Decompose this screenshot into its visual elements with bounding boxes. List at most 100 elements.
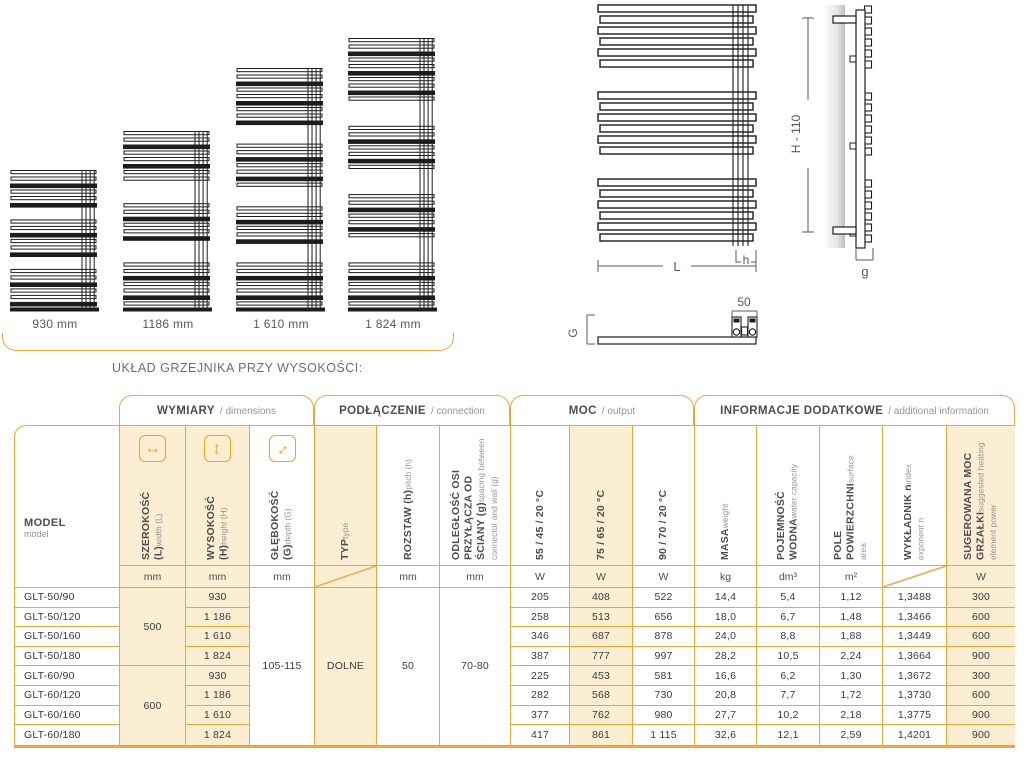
- table-cell: 900: [947, 705, 1015, 726]
- table-cell: 8,8: [757, 627, 820, 647]
- model-cell: GLT-60/120: [15, 685, 120, 706]
- column-header-output-75: 75 / 65 / 20 °C: [570, 426, 633, 566]
- table-cell: 1,12: [820, 588, 883, 608]
- table-cell: 1,3449: [883, 627, 947, 647]
- group-title: INFORMACJE DODATKOWE: [720, 405, 884, 417]
- group-subtitle: / dimensions: [219, 405, 277, 417]
- column-label: 75 / 65 / 20 °C: [594, 489, 607, 560]
- column-label: ROZSTAW (h): [401, 489, 414, 560]
- table-cell: 300: [947, 666, 1015, 686]
- table-cell: 7,7: [757, 685, 820, 706]
- table-cell: 762: [570, 705, 633, 726]
- table-cell: 16,6: [695, 666, 757, 686]
- column-header-depth: ↔ GŁĘBOKOŚĆ (G)depth (G): [250, 426, 315, 566]
- merged-width-cell: 500: [120, 588, 186, 667]
- table-cell: 1 610: [186, 627, 250, 647]
- column-header-type: TYPtype: [315, 426, 377, 566]
- column-header-mass: MASAweight: [695, 426, 757, 566]
- side-view-collector: [832, 9, 866, 249]
- table-cell: 2,59: [820, 725, 883, 745]
- table-cell: 12,1: [757, 725, 820, 745]
- width-arrow-icon: ↔: [139, 435, 166, 462]
- column-header-output-90: 90 / 70 / 20 °C: [633, 426, 695, 566]
- height-group-bracket: [2, 333, 454, 351]
- table-cell: 581: [633, 666, 695, 686]
- table-cell: 1,3664: [883, 646, 947, 667]
- model-cell: GLT-60/160: [15, 705, 120, 726]
- table-cell: 522: [633, 588, 695, 608]
- column-header-model: MODEL model: [15, 426, 120, 588]
- column-sublabel: weight: [720, 503, 731, 529]
- unit-cell: W: [511, 566, 570, 588]
- table-cell: 18,0: [695, 607, 757, 628]
- table-cell: 861: [570, 725, 633, 745]
- table-cell: 1 186: [186, 685, 250, 706]
- wall: [825, 5, 845, 248]
- table-cell: 930: [186, 666, 250, 686]
- diagram-caption: UKŁAD GRZEJNIKA PRZY WYSOKOŚCI:: [112, 361, 363, 375]
- height-dimension: [802, 17, 814, 233]
- wall-distance-dimension: [855, 248, 874, 261]
- front-view: [597, 4, 757, 246]
- column-label: TYP: [339, 538, 352, 560]
- table-cell: 600: [947, 685, 1015, 706]
- spec-table: MODEL model ↔ SZEROKOŚĆ (L)width (L) ↔ W…: [14, 425, 1015, 748]
- top-view: [597, 316, 758, 345]
- depth-dimension: [586, 314, 595, 345]
- table-cell: 205: [511, 588, 570, 608]
- unit-cell: m²: [820, 566, 883, 588]
- table-cell: 1,3730: [883, 685, 947, 706]
- column-header-pitch: ROZSTAW (h)pitch (h): [377, 426, 440, 566]
- column-header-water-capacity: POJEMNOŚĆ WODNAwater capacity: [757, 426, 820, 566]
- column-header-output-55: 55 / 45 / 20 °C: [511, 426, 570, 566]
- column-label: POLE POWIERZCHNI: [832, 483, 857, 560]
- table-cell: 408: [570, 588, 633, 608]
- radiator-height-label: 930 mm: [32, 317, 78, 331]
- table-cell: 27,7: [695, 705, 757, 726]
- merged-pitch-cell: 50: [377, 588, 440, 745]
- unit-cell: W: [633, 566, 695, 588]
- table-cell: 513: [570, 607, 633, 628]
- table-cell: 930: [186, 588, 250, 608]
- table-cell: 2,18: [820, 705, 883, 726]
- depth-arrow-icon: ↔: [268, 435, 296, 462]
- radiator-height-label: 1 824 mm: [365, 317, 421, 331]
- unit-cell: W: [947, 566, 1015, 588]
- model-cell: GLT-50/120: [15, 607, 120, 628]
- column-sublabel: water capacity: [789, 463, 799, 519]
- height-arrow-icon: ↔: [204, 435, 231, 462]
- column-label: MASA: [719, 528, 732, 560]
- dim-length-label: L: [673, 259, 680, 274]
- radiator-drawing: [236, 68, 326, 312]
- unit-cell: mm: [120, 566, 186, 588]
- unit-cell: [315, 566, 377, 588]
- table-cell: 1,4201: [883, 725, 947, 745]
- table-cell: 10,5: [757, 646, 820, 667]
- dim-valve-spacing-label: 50: [737, 295, 751, 309]
- radiator-drawing: [10, 170, 100, 312]
- radiator-height-label: 1186 mm: [142, 317, 194, 331]
- table-cell: 600: [947, 607, 1015, 628]
- group-subtitle: / output: [601, 405, 636, 417]
- table-cell: 1,72: [820, 685, 883, 706]
- model-cell: GLT-50/160: [15, 627, 120, 647]
- table-cell: 1 186: [186, 607, 250, 628]
- table-cell: 730: [633, 685, 695, 706]
- unit-cell: W: [570, 566, 633, 588]
- table-cell: 997: [633, 646, 695, 667]
- dim-height-label: H - 110: [789, 114, 803, 153]
- table-cell: 300: [947, 588, 1015, 608]
- unit-cell: mm: [377, 566, 440, 588]
- technical-drawing: h L H - 110 g: [566, 4, 874, 345]
- radiator-height-label: 1 610 mm: [253, 317, 309, 331]
- group-title: WYMIARY: [156, 405, 215, 417]
- table-cell: 900: [947, 725, 1015, 745]
- dim-pitch-label: h: [743, 253, 750, 267]
- table-cell: 1,3466: [883, 607, 947, 628]
- table-cell: 656: [633, 607, 695, 628]
- table-cell: 1,3488: [883, 588, 947, 608]
- table-cell: 32,6: [695, 725, 757, 745]
- table-cell: 1 115: [633, 725, 695, 745]
- table-cell: 258: [511, 607, 570, 628]
